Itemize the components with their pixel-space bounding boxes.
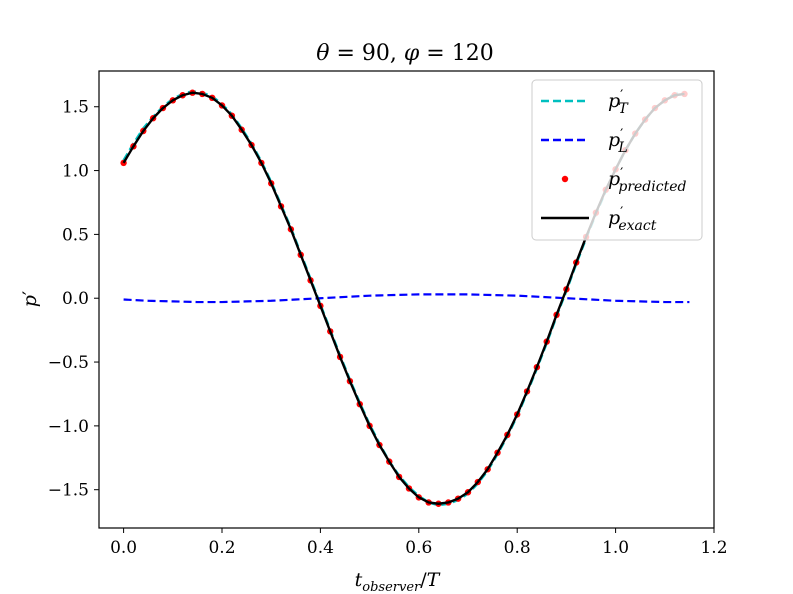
title-eq1: = 90,	[330, 41, 404, 66]
legend-label: p′ exact	[608, 205, 657, 234]
x-label-rest-slash: /	[420, 569, 427, 591]
y-tick-label: 1.5	[62, 98, 89, 118]
x-tick-label: 0.4	[307, 538, 334, 558]
x-axis: 0.0 0.2 0.4 0.6 0.8 1.0 1.2	[110, 528, 728, 558]
legend-label: p′ predicted	[608, 166, 686, 195]
y-label-prime: ′	[19, 291, 41, 295]
x-tick-label: 0.0	[110, 538, 137, 558]
x-tick-label: 1.0	[602, 538, 629, 558]
series-line-pL	[123, 293, 690, 304]
y-tick-label: −0.5	[48, 353, 89, 373]
plot-frame	[98, 70, 715, 529]
y-tick-label: −1.5	[48, 481, 89, 501]
legend: p′ T p′ L p′ predicted p′ exact	[531, 79, 703, 241]
y-tick-label: 0.0	[62, 289, 89, 309]
legend-box	[531, 79, 703, 241]
y-tick-label: −1.0	[48, 417, 89, 437]
legend-label: p′ T	[608, 88, 629, 117]
chart-title: θ = 90, φ = 120	[316, 41, 493, 66]
x-tick-label: 1.2	[700, 538, 727, 558]
legend-label: p′ L	[608, 127, 628, 156]
legend-marker	[561, 175, 569, 183]
y-tick-label: 0.5	[62, 225, 89, 245]
title-theta: θ	[316, 41, 329, 66]
y-axis-label: p′	[19, 291, 41, 308]
y-axis: 1.5 1.0 0.5 0.0 −0.5 −1.0 −1.5	[48, 98, 99, 501]
x-tick-label: 0.6	[405, 538, 432, 558]
x-label-rest-t: T	[427, 569, 441, 591]
title-eq2: = 120	[419, 41, 493, 66]
y-label-main: p	[19, 295, 41, 307]
x-axis-label: tobserver/T	[355, 569, 441, 594]
x-tick-label: 0.2	[208, 538, 235, 558]
y-tick-label: 1.0	[62, 162, 89, 182]
x-label-sub: observer	[362, 580, 421, 594]
x-tick-label: 0.8	[504, 538, 531, 558]
x-label-main: t	[355, 569, 363, 591]
title-phi: φ	[404, 41, 420, 66]
